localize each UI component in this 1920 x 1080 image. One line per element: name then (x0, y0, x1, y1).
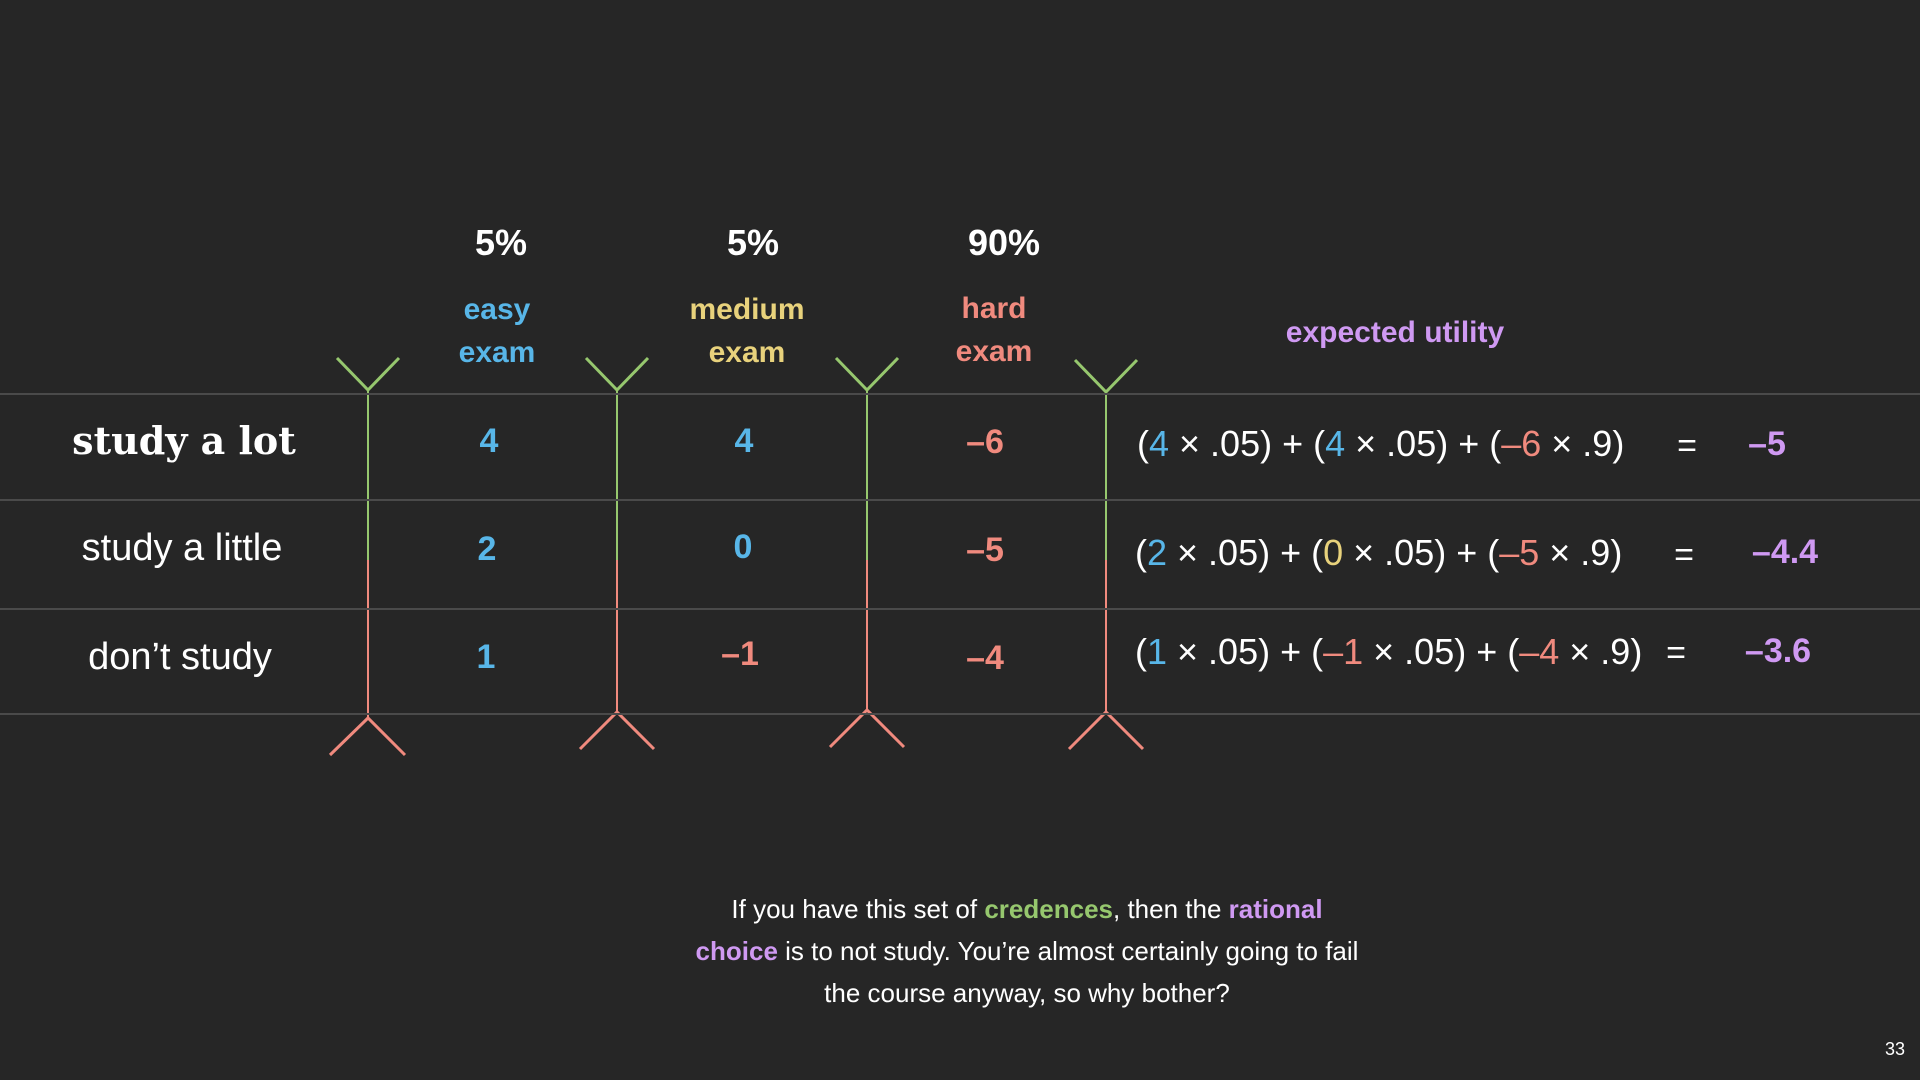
hard-exam-probability: 90% (967, 222, 1041, 263)
cell-value: 4 (734, 422, 754, 460)
equals-sign: = (1666, 634, 1686, 672)
cell-value: –1 (721, 635, 759, 673)
easy-exam-header: easy exam (458, 293, 536, 369)
divider-arrow-1 (328, 356, 407, 757)
expected-utility-formula: (4 × .05) + (4 × .05) + (–6 × .9) (1137, 423, 1625, 464)
cell-value: 4 (479, 422, 499, 460)
row-divider (0, 608, 1920, 610)
easy-exam-probability: 5% (474, 222, 528, 263)
equals-sign: = (1677, 427, 1697, 465)
row-divider (0, 393, 1920, 395)
expected-utility-header: expected utility (1285, 316, 1505, 349)
divider-arrow-3 (828, 356, 906, 749)
medium-exam-header: medium exam (689, 293, 805, 369)
equals-sign: = (1674, 536, 1694, 574)
row-label-study-a-lot: study a lot (72, 418, 296, 463)
caption-text: If you have this set of credences, then … (695, 894, 1359, 1008)
cell-value: 2 (477, 530, 497, 568)
row-divider (0, 499, 1920, 501)
hard-exam-header: hard exam (955, 292, 1033, 368)
cell-value: 0 (733, 528, 753, 566)
cell-value: –5 (966, 531, 1004, 569)
expected-utility-result: –4.4 (1751, 533, 1819, 571)
medium-exam-probability: 5% (726, 222, 780, 263)
expected-utility-result: –5 (1748, 425, 1786, 463)
credences-highlight: credences (984, 894, 1113, 924)
rational-choice-highlight: rational choice (695, 894, 1323, 966)
row-label-dont-study: don’t study (88, 636, 272, 678)
cell-value: 1 (476, 638, 496, 676)
row-divider (0, 713, 1920, 715)
cell-value: –4 (966, 639, 1004, 677)
page-number: 33 (1884, 1039, 1905, 1059)
expected-utility-formula: (2 × .05) + (0 × .05) + (–5 × .9) (1135, 532, 1623, 573)
divider-arrow-4 (1067, 358, 1145, 751)
expected-utility-result: –3.6 (1744, 632, 1812, 670)
divider-arrow-2 (578, 356, 656, 751)
cell-value: –6 (966, 423, 1004, 461)
expected-utility-formula: (1 × .05) + (–1 × .05) + (–4 × .9) (1135, 631, 1643, 672)
row-label-study-a-little: study a little (81, 527, 283, 569)
